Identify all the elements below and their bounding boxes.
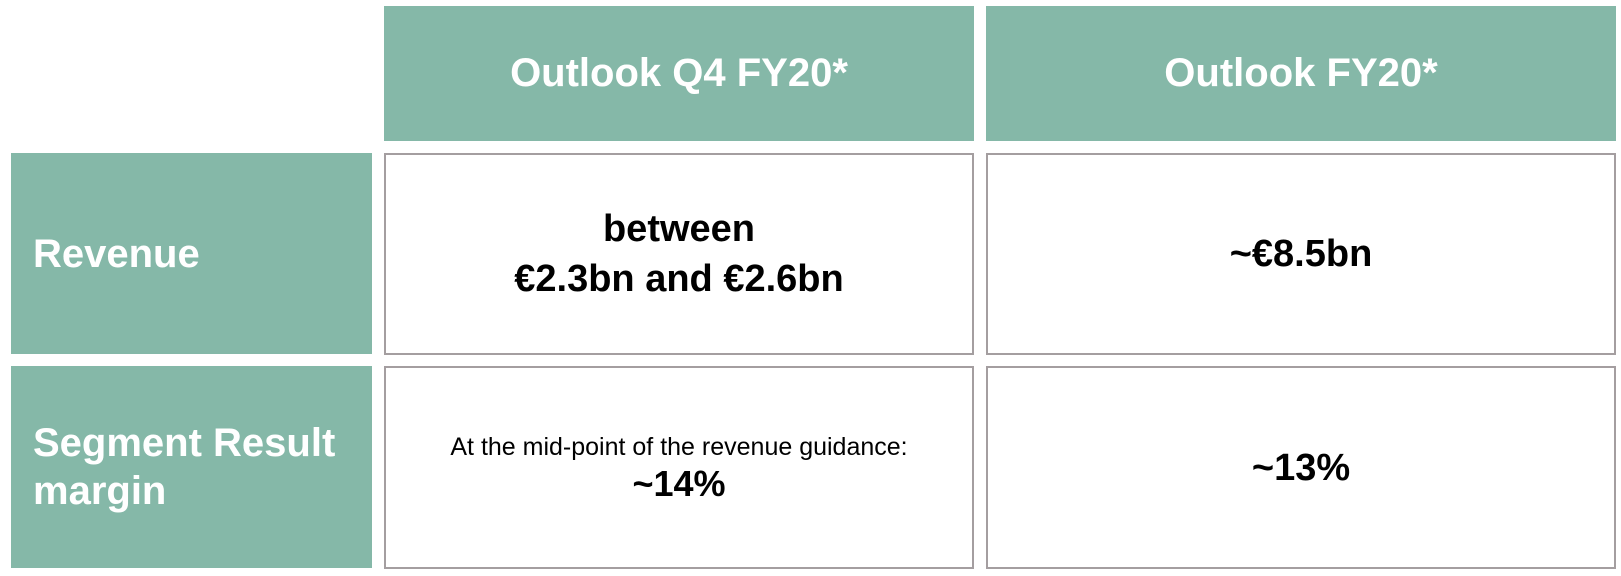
column-header-fy-label: Outlook FY20* xyxy=(1164,51,1438,95)
row-label-margin: Segment Result margin xyxy=(11,366,372,568)
margin-q4-cell: At the mid-point of the revenue guidance… xyxy=(384,366,974,569)
row-label-revenue-text: Revenue xyxy=(33,231,200,276)
row-label-margin-line1: Segment Result xyxy=(33,421,336,465)
margin-fy-cell: ~13% xyxy=(986,366,1616,569)
margin-q4-note: At the mid-point of the revenue guidance… xyxy=(450,432,908,461)
revenue-q4-cell: between €2.3bn and €2.6bn xyxy=(384,153,974,355)
revenue-fy-cell: ~€8.5bn xyxy=(986,153,1616,355)
revenue-q4-line1: between xyxy=(602,208,756,250)
revenue-fy-value: ~€8.5bn xyxy=(1229,233,1373,275)
revenue-q4-line2: €2.3bn and €2.6bn xyxy=(514,258,844,300)
column-header-fy: Outlook FY20* xyxy=(986,6,1616,141)
column-header-q4: Outlook Q4 FY20* xyxy=(384,6,974,141)
margin-fy-value: ~13% xyxy=(1251,446,1351,489)
row-label-margin-line2: margin xyxy=(33,469,167,513)
column-header-q4-label: Outlook Q4 FY20* xyxy=(510,51,848,95)
margin-q4-value: ~14% xyxy=(632,462,726,504)
row-label-revenue: Revenue xyxy=(11,153,372,354)
